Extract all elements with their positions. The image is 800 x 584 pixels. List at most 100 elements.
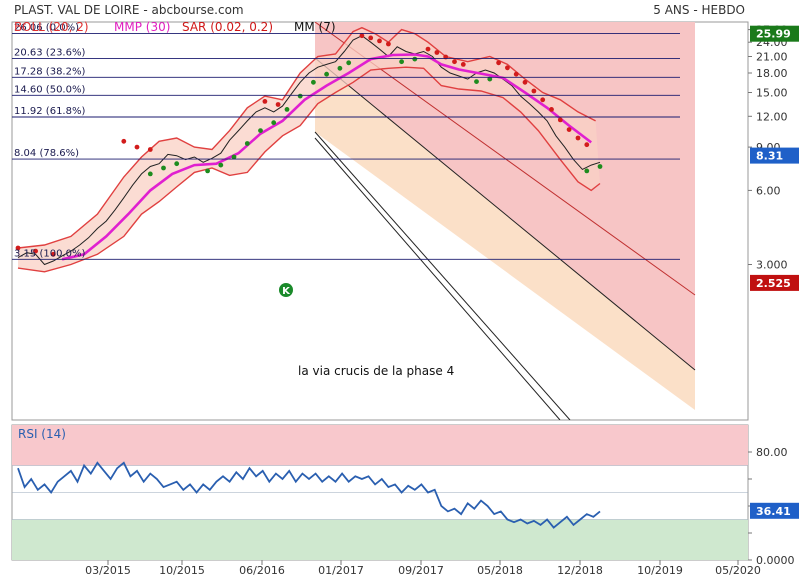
- sar-up-point: [297, 93, 303, 99]
- price-axis-label: 3.000: [756, 259, 788, 272]
- sar-up-point: [399, 59, 404, 65]
- channel-lower-fill: [315, 58, 695, 410]
- sar-down-point: [50, 251, 56, 257]
- sar-down-point: [434, 50, 440, 55]
- sar-down-point: [262, 99, 268, 104]
- price-layers: [15, 26, 603, 273]
- sar-down-point: [386, 41, 391, 47]
- time-axis-label: 05/2020: [715, 564, 761, 577]
- sar-down-point: [147, 147, 153, 152]
- k-marker: K: [279, 283, 293, 297]
- sar-down-point: [460, 62, 466, 67]
- sar-down-point: [452, 59, 457, 65]
- legend-item: MMP (30): [114, 20, 170, 34]
- sar-up-point: [244, 141, 250, 146]
- sar-down-point: [359, 33, 365, 39]
- sar-up-point: [174, 161, 180, 167]
- rsi-layers: [12, 425, 748, 560]
- price-badges: 25.99 8.31 2.525: [750, 25, 799, 291]
- sar-up-point: [487, 76, 493, 82]
- fibonacci-label: 11.92 (61.8%): [14, 106, 85, 117]
- fibonacci-label: 20.63 (23.6%): [14, 47, 85, 58]
- time-axis-label: 10/2015: [159, 564, 205, 577]
- price-axis-label: 6.00: [756, 184, 781, 197]
- price-axis-label: 21.00: [756, 51, 788, 64]
- fibonacci-label: 17.28 (38.2%): [14, 66, 85, 77]
- sar-up-point: [231, 154, 237, 160]
- time-axis-label: 05/2018: [477, 564, 523, 577]
- time-axis-label: 01/2017: [318, 564, 364, 577]
- sar-down-point: [134, 144, 140, 150]
- sar-down-point: [121, 138, 127, 144]
- rsi-axis: 80.00 0.0000 36.41: [748, 446, 799, 567]
- sar-up-point: [584, 168, 590, 174]
- time-axis-label: 06/2016: [239, 564, 285, 577]
- sar-up-point: [474, 79, 479, 84]
- sar-up-point: [218, 162, 224, 168]
- channel-upper-fill: [315, 22, 695, 370]
- sar-down-point: [425, 46, 431, 52]
- sar-down-point: [540, 97, 546, 103]
- rsi-badge-label: 36.41: [756, 505, 791, 518]
- sar-down-point: [566, 127, 572, 132]
- sar-down-point: [368, 35, 374, 41]
- sar-up-point: [147, 171, 153, 177]
- time-axis-label: 09/2017: [398, 564, 444, 577]
- price-axis-label: 12.00: [756, 110, 788, 123]
- rsi-overbought-zone: [12, 425, 748, 466]
- sar-down-point: [513, 71, 519, 77]
- sar-up-point: [284, 107, 290, 112]
- price-badge-bg: [750, 274, 799, 291]
- rsi-line: [17, 461, 601, 529]
- sar-up-point: [161, 165, 166, 171]
- channel-lower-line-2: [314, 137, 561, 420]
- sar-down-point: [15, 245, 21, 251]
- price-badge-bg: [750, 147, 799, 164]
- price-axis-label: 15.00: [756, 87, 788, 100]
- price-axis: 27.0024.0021.0018.0015.0012.009.006.003.…: [748, 24, 788, 272]
- sar-up-point: [324, 71, 329, 77]
- fibonacci-label: 14.60 (50.0%): [14, 84, 85, 95]
- price-axis-label: 18.00: [756, 67, 788, 80]
- sar-down-point: [275, 102, 281, 107]
- sar-down-point: [496, 60, 501, 66]
- channel-lower-line-1: [314, 131, 571, 420]
- bollinger-lower-line: [17, 66, 601, 273]
- sar-down-point: [377, 38, 382, 44]
- sar-up-point: [311, 79, 316, 85]
- time-axis-label: 12/2018: [557, 564, 603, 577]
- k-marker-label: K: [282, 286, 291, 297]
- k-marker-circle: [279, 283, 293, 297]
- time-axis: 03/2015 10/2015 06/2016 01/2017 09/2017 05/20…: [85, 560, 761, 577]
- price-badge-bg: [750, 25, 799, 42]
- chart-header-period: 5 ANS - HEBDO: [653, 3, 745, 17]
- fibonacci-label: 26.06 (0.0%): [14, 22, 79, 33]
- fibonacci-levels: 26.06 (0.0%) 20.63 (23.6%) 17.28 (38.2%) 14…: [12, 22, 680, 260]
- legend-item: BOLL (20, 2): [14, 20, 89, 34]
- sar-up-point: [258, 128, 263, 134]
- indicator-legend: BOLL (20, 2) MMP (30) SAR (0.02, 0.2) MM (7…: [14, 20, 336, 34]
- bollinger-upper-line: [17, 26, 596, 249]
- rsi-badge-bg: [750, 502, 799, 519]
- legend-item: MM (7): [294, 20, 336, 34]
- sar-down-point: [549, 107, 554, 112]
- sar-down-point: [33, 248, 38, 254]
- sar-down-point: [584, 142, 590, 148]
- time-axis-label: 03/2015: [85, 564, 131, 577]
- rsi-oversold-zone: [12, 519, 748, 560]
- sar-down-point: [505, 65, 510, 71]
- price-badge-label: 2.525: [756, 277, 791, 290]
- fibonacci-label: 3.15 (100.0%): [14, 248, 85, 259]
- rsi-axis-label: 80.00: [756, 446, 788, 459]
- rsi-title: RSI (14): [18, 427, 66, 441]
- sar-up-point: [412, 56, 418, 62]
- sar-up-point: [271, 120, 277, 126]
- rsi-axis-label: 0.0000: [756, 554, 795, 567]
- sar-down-point: [557, 117, 563, 123]
- channel-mid-line: [314, 57, 696, 371]
- chart-header-title: PLAST. VAL DE LOIRE - abcbourse.com: [14, 3, 244, 17]
- sar-up-point: [205, 168, 211, 174]
- price-badge-label: 25.99: [756, 28, 791, 41]
